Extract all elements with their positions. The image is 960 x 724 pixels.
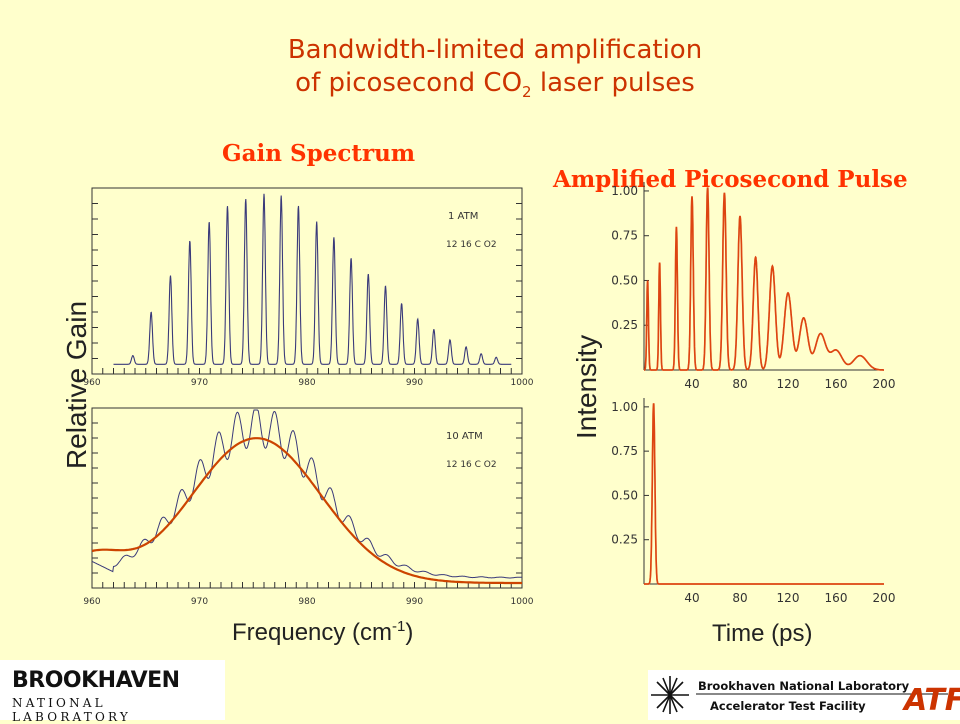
gas-annotation-top: 12 16 C O2 [446, 240, 497, 250]
atf-mark: ATF [902, 683, 960, 718]
bnl-logo: BROOKHAVEN NATIONAL LABORATORY [0, 660, 225, 724]
single-pulse-pulse-line [644, 403, 884, 585]
title-line-1: Bandwidth-limited amplification [287, 35, 703, 65]
gas-annotation-bottom: 12 16 C O2 [446, 460, 497, 470]
title-line-2: of picosecond CO2 laser pulses [295, 68, 695, 102]
single-pulse-xtick-label: 200 [873, 591, 896, 605]
gain-bottom-xtick-label: 990 [406, 597, 423, 607]
gain-bottom-xtick-label: 970 [191, 597, 208, 607]
single-pulse-ytick-label: 0.75 [611, 444, 638, 458]
pulse-train-xtick-label: 40 [684, 377, 699, 391]
single-pulse-xtick-label: 120 [777, 591, 800, 605]
single-pulse-ytick-label: 0.50 [611, 488, 638, 502]
single-pulse-ytick-label: 1.00 [611, 400, 638, 414]
pulse-train-xtick-label: 120 [777, 377, 800, 391]
pulse-train-xtick-label: 200 [873, 377, 896, 391]
gain-top-xtick-label: 980 [298, 378, 315, 388]
pulse-train-ytick-label: 0.75 [611, 229, 638, 243]
time-label: Time (ps) [712, 620, 813, 647]
gain-top-spectrum-line [113, 193, 512, 365]
gain-bottom-xtick-label: 1000 [511, 597, 534, 607]
amplified-pulse-title: Amplified Picosecond Pulse [553, 166, 908, 193]
pressure-1atm-annotation: 1 ATM [448, 211, 478, 222]
single-pulse-xtick-label: 40 [684, 591, 699, 605]
pulse-train-pulse-line [643, 187, 884, 371]
bnl-logo-name: BROOKHAVEN [12, 668, 180, 693]
gain-top-xtick-label: 1000 [511, 378, 534, 388]
slide-title: Bandwidth-limited amplification of picos… [0, 34, 960, 109]
atf-logo-line1: Brookhaven National Laboratory [698, 679, 910, 693]
atf-logo-line2: Accelerator Test Facility [710, 699, 866, 713]
frequency-label: Frequency (cm-1) [232, 618, 414, 646]
atf-logo: ATF Brookhaven National Laboratory Accel… [648, 670, 960, 720]
single-pulse-xtick-label: 160 [825, 591, 848, 605]
single-pulse-ytick-label: 0.25 [611, 533, 638, 547]
gain-bottom-xtick-label: 980 [298, 597, 315, 607]
gain-bottom-xtick-label: 960 [83, 597, 100, 607]
gain-bottom-fit-line [91, 437, 522, 585]
pulse-train-ytick-label: 0.25 [611, 318, 638, 332]
gain-top-xtick-label: 970 [191, 378, 208, 388]
gain-spectrum-title: Gain Spectrum [222, 140, 416, 167]
atf-burst-icon: ATF [651, 676, 960, 718]
gain-top-xtick-label: 990 [406, 378, 423, 388]
pulse-train-xtick-label: 160 [825, 377, 848, 391]
pulse-train-ytick-label: 0.50 [611, 273, 638, 287]
single-pulse-xtick-label: 80 [732, 591, 747, 605]
gain-top-xtick-label: 960 [83, 378, 100, 388]
pulse-train-xtick-label: 80 [732, 377, 747, 391]
pulse-train-ytick-label: 1.00 [611, 184, 638, 198]
gain-bottom-measured-line [91, 409, 522, 579]
pressure-10atm-annotation: 10 ATM [446, 431, 483, 442]
